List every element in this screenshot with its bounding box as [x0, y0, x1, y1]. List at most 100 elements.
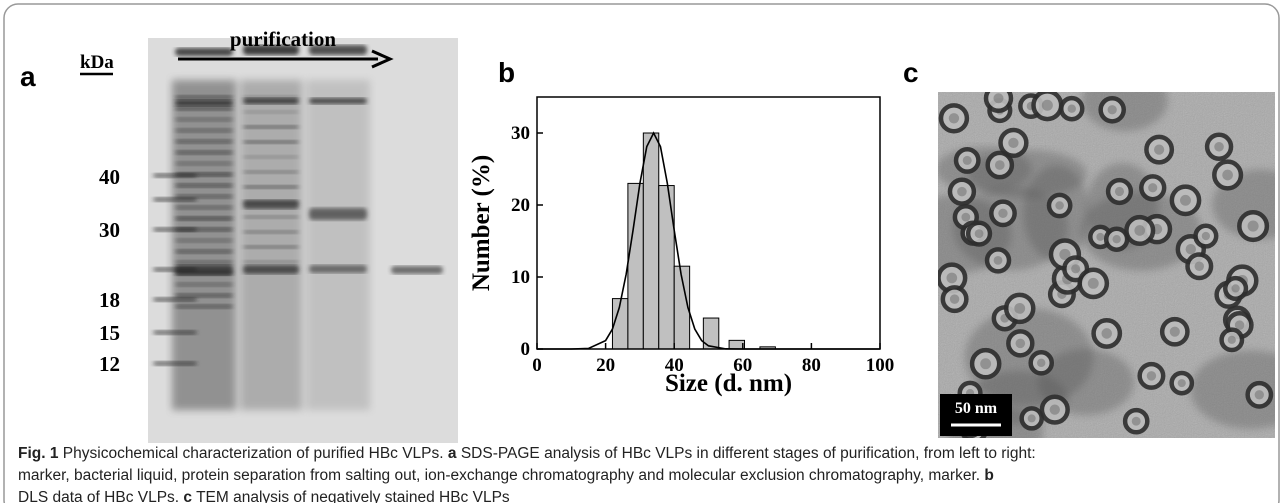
gel-band	[243, 140, 299, 144]
vlp-core	[1154, 144, 1165, 155]
gel-band	[175, 172, 233, 177]
caption-line: marker, bacterial liquid, protein separa…	[18, 467, 994, 484]
tem-shadow	[964, 308, 1094, 407]
scale-bar-label: 50 nm	[955, 400, 998, 417]
y-tick-label: 10	[511, 267, 530, 288]
gel-band	[243, 230, 299, 234]
vlp-core	[1041, 99, 1053, 111]
gel-band	[153, 361, 197, 366]
gel-band	[243, 170, 299, 174]
gel-band	[175, 48, 233, 56]
vlp-core	[1131, 416, 1141, 426]
vlp-core	[1114, 186, 1125, 197]
gel-band	[309, 208, 367, 220]
gel-band	[243, 45, 299, 55]
gel-band	[309, 98, 367, 104]
x-tick-label: 60	[733, 355, 752, 376]
gel-band	[175, 150, 233, 155]
gel-band	[175, 282, 233, 287]
vlp-core	[962, 155, 972, 165]
x-tick-label: 40	[665, 355, 684, 376]
vlp-core	[1112, 235, 1121, 244]
vlp-core	[1049, 404, 1060, 415]
gel-band	[175, 128, 233, 133]
marker-label: 18	[99, 288, 120, 312]
vlp-core	[1015, 338, 1026, 349]
panel-label: b	[498, 57, 515, 88]
gel-band	[175, 249, 233, 254]
x-tick-label: 100	[866, 355, 895, 376]
vlp-core	[1180, 194, 1191, 206]
y-tick-label: 20	[511, 195, 530, 216]
gel-band	[243, 125, 299, 129]
vlp-core	[1169, 326, 1180, 337]
vlp-core	[1055, 201, 1064, 210]
x-axis-label: Size (d. nm)	[665, 370, 792, 397]
gel-band	[243, 110, 299, 114]
tem-shadow	[953, 186, 1068, 271]
caption-text: DLS data of HBc VLPs.	[18, 489, 183, 503]
gel-band	[243, 215, 299, 219]
vlp-core	[1134, 225, 1146, 236]
gel-band	[243, 200, 299, 209]
bar	[642, 132, 660, 350]
gel-band	[175, 260, 233, 265]
scale-bar-box	[940, 394, 1012, 436]
x-tick-label: 0	[532, 355, 542, 376]
gel-band	[309, 45, 367, 55]
caption-text: TEM analysis of negatively stained HBc V…	[192, 489, 510, 503]
unit-label: kDa	[80, 52, 114, 73]
vlp-core	[994, 160, 1005, 170]
vlp-core	[1201, 231, 1210, 241]
marker-label: 30	[99, 218, 120, 242]
vlp-core	[1254, 390, 1264, 400]
vlp-core	[1146, 371, 1157, 381]
gel-band	[243, 245, 299, 249]
caption-text: marker, bacterial liquid, protein separa…	[18, 467, 984, 484]
vlp-core	[1231, 284, 1240, 293]
gel-band	[153, 330, 197, 335]
vlp-core	[1222, 169, 1233, 181]
arrow-head	[371, 49, 394, 69]
vlp-core	[1177, 379, 1186, 388]
gel-band	[243, 155, 299, 159]
gel-band	[175, 293, 233, 298]
y-tick-label: 30	[511, 123, 530, 144]
gel-band	[175, 106, 233, 111]
x-tick-label: 20	[596, 355, 615, 376]
plot-frame	[536, 96, 881, 350]
gel-band	[309, 265, 367, 273]
vlp-core	[1234, 320, 1245, 330]
gel-band	[153, 297, 197, 302]
vlp-core	[1148, 183, 1158, 193]
vlp-core	[1014, 302, 1026, 314]
tem-shadow	[1190, 350, 1275, 429]
figure-frame	[3, 3, 1280, 503]
caption-text: Fig. 1	[18, 445, 59, 462]
vlp-core	[974, 229, 984, 238]
fit-curve	[537, 131, 880, 350]
y-tick-label: 0	[521, 339, 531, 360]
vlp-core	[1008, 137, 1019, 149]
gel-band	[175, 205, 233, 210]
caption-text: c	[183, 489, 192, 503]
vlp-core	[1247, 220, 1259, 232]
gel-band	[175, 139, 233, 144]
tem-image	[938, 92, 1275, 438]
marker-label: 15	[99, 321, 120, 345]
marker-label: 40	[99, 165, 120, 189]
vlp-core	[949, 294, 960, 304]
panel-label: c	[903, 57, 919, 88]
vlp-core	[957, 186, 967, 197]
caption-text: Physicochemical characterization of puri…	[58, 445, 447, 462]
gel-band	[391, 266, 443, 274]
gel-band	[175, 265, 233, 275]
lane-smear	[172, 80, 236, 410]
vlp-core	[998, 208, 1008, 218]
tem-shadow	[1081, 92, 1168, 132]
gel-band	[175, 117, 233, 122]
gel-band	[175, 161, 233, 166]
vlp-core	[1214, 141, 1224, 152]
